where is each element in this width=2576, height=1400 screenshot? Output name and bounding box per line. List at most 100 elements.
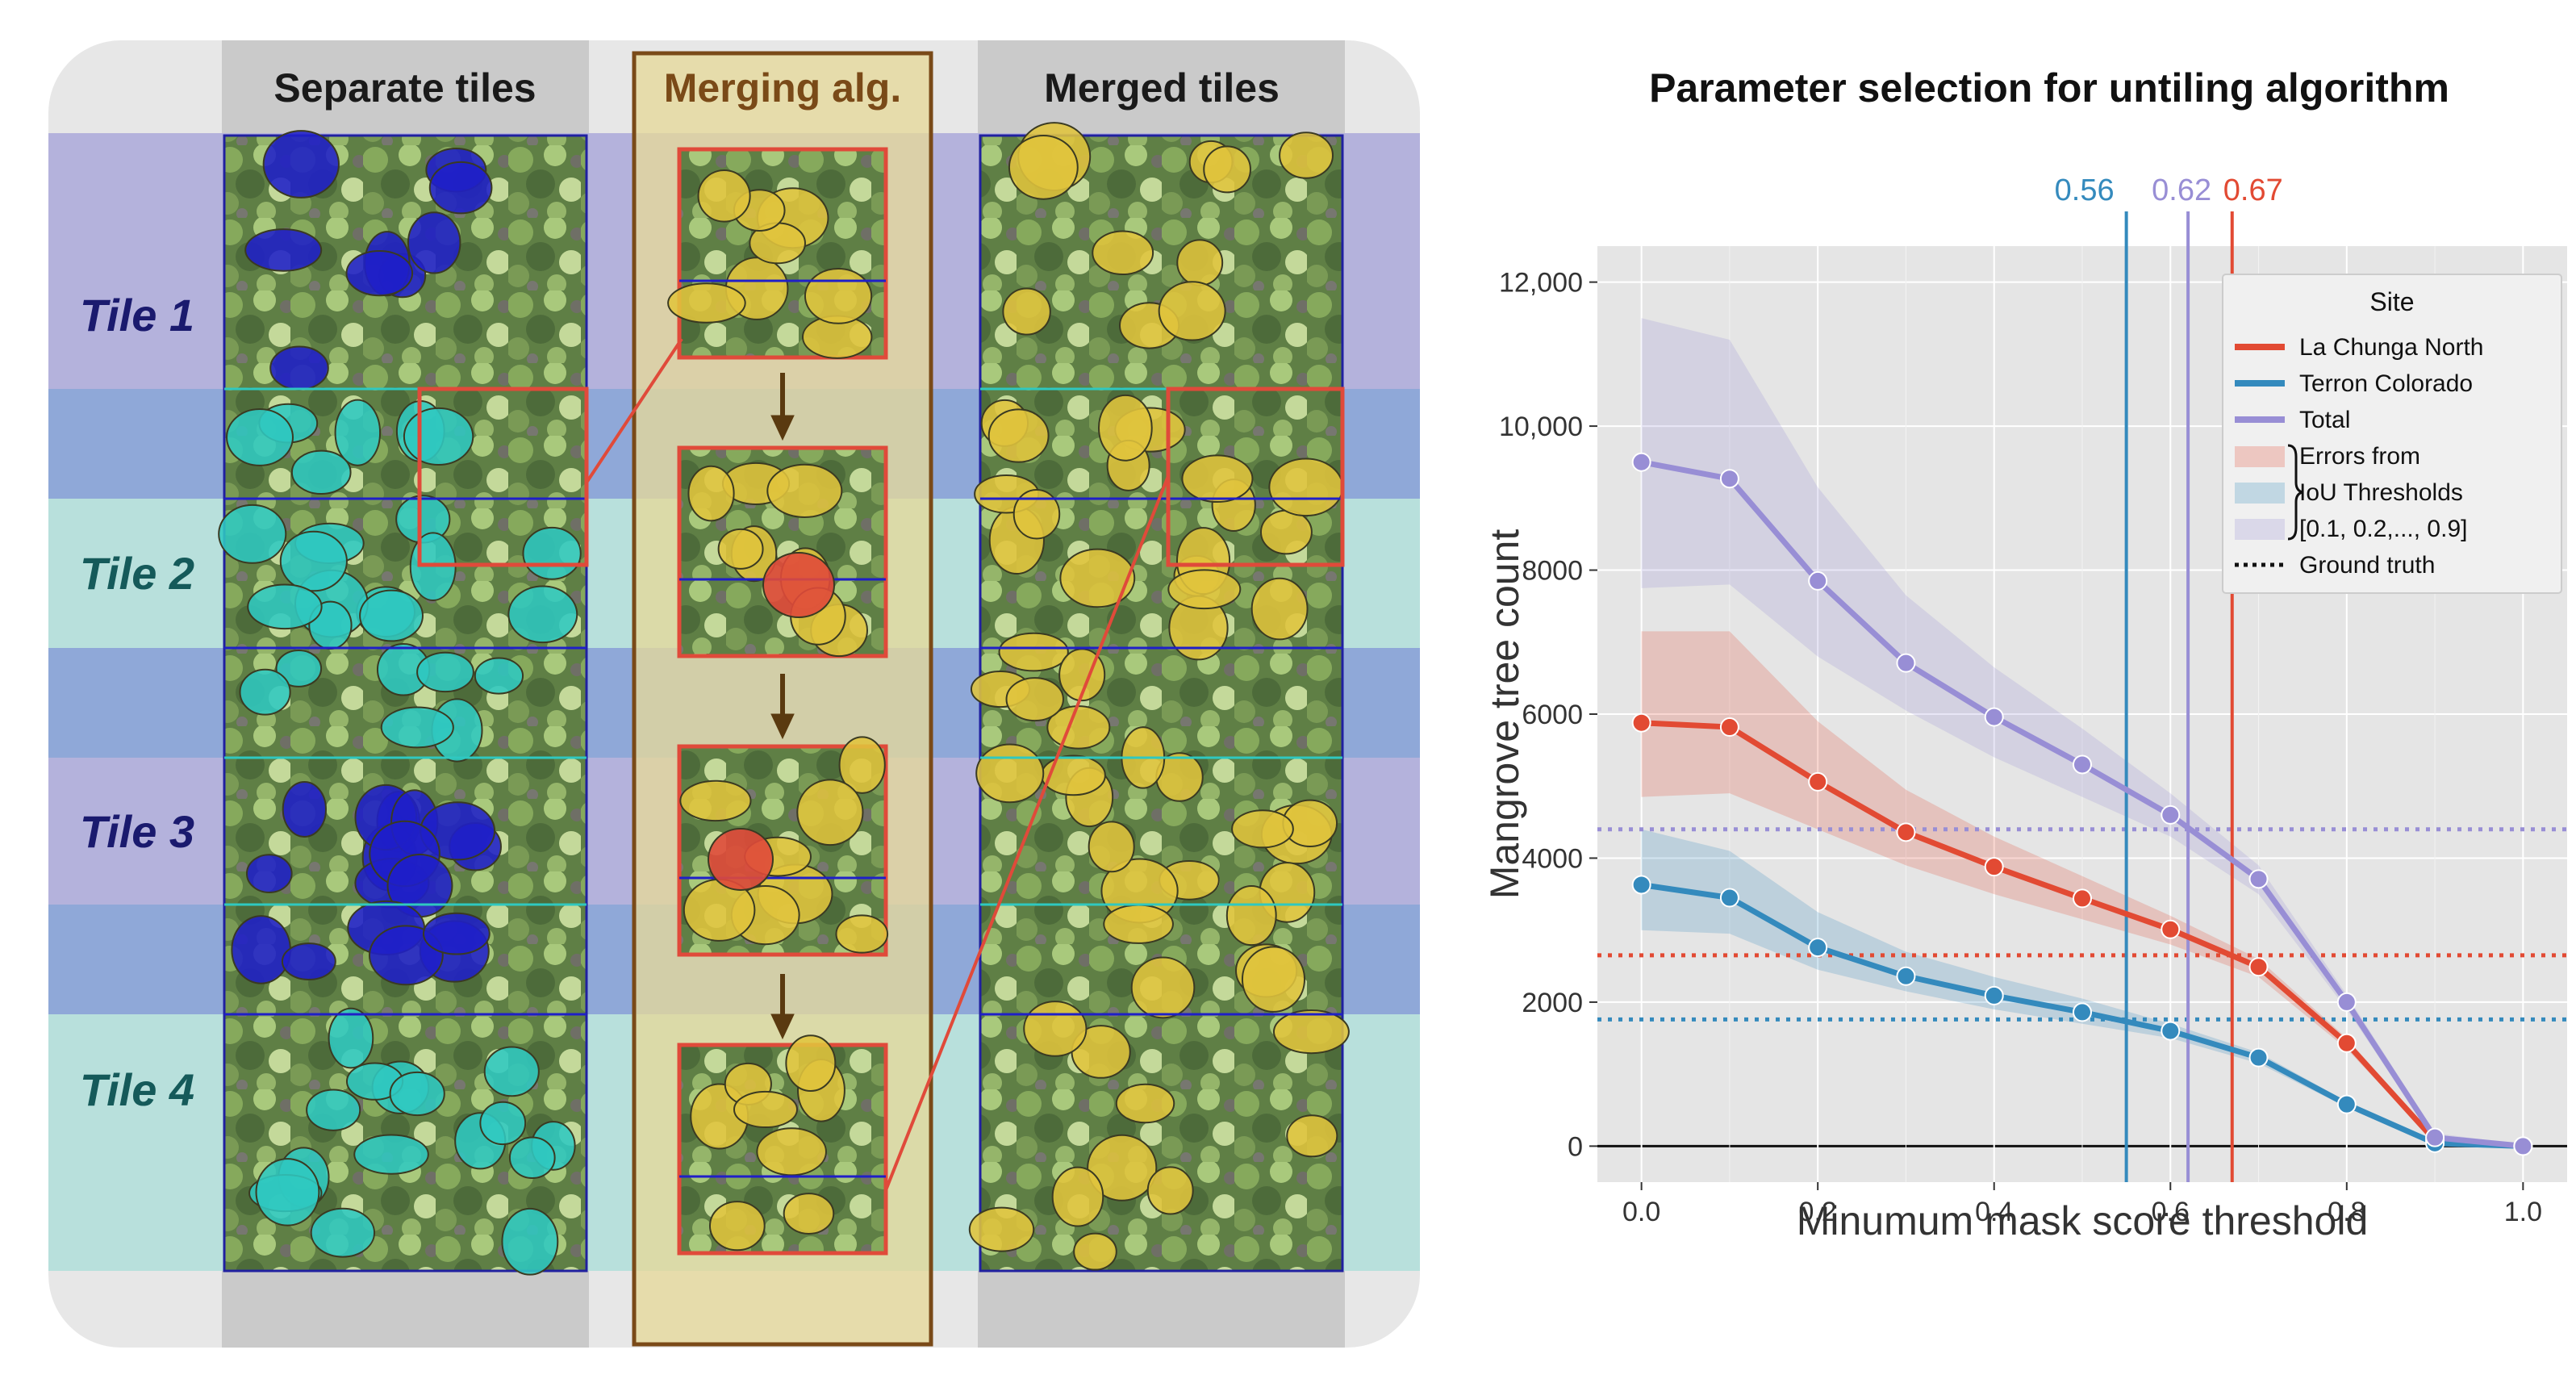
y-tick-label: 12,000 [1499,268,1583,299]
legend-band-swatch-red [2235,446,2285,467]
crown-yellow-mask [1098,394,1153,462]
crown-yellow-mask [679,779,752,822]
crown-yellow-mask [1279,132,1334,179]
merging-steps [667,147,889,1256]
data-point-terron-colorado [1808,938,1828,958]
column-title-separate: Separate tiles [273,65,536,111]
crown-yellow-mask [1176,239,1224,286]
crown-yellow-mask [1250,577,1309,641]
crown-cyan-mask [275,650,323,687]
y-tick-label: 4000 [1522,843,1583,874]
crown-yellow-mask [1002,287,1051,336]
crown-yellow-mask [796,779,864,846]
crown-cyan-mask [389,1071,445,1117]
connector-line-out [884,475,1170,1191]
crown-yellow-mask [804,267,873,324]
crown-yellow-mask [1005,677,1064,722]
data-point-terron-colorado [1719,888,1739,908]
tile-label-3: Tile 3 [80,806,194,857]
threshold-label: 0.67 [2223,173,2283,207]
crown-yellow-mask [1259,509,1313,555]
x-tick-label: 0.0 [1622,1197,1660,1227]
crown-cyan-mask [247,583,323,630]
tile-label-2: Tile 2 [80,548,194,599]
crown-yellow-mask [756,1127,827,1176]
crown-yellow-mask [687,465,735,522]
threshold-label: 0.56 [2055,173,2115,207]
data-point-la-chunga-north [2336,1033,2357,1053]
tile-label-4: Tile 4 [80,1064,194,1115]
crown-cyan-mask [353,1134,429,1175]
data-point-la-chunga-north [2248,957,2269,977]
legend-entry-total: Total [2299,407,2350,433]
crown-yellow-mask [1012,488,1061,540]
legend-band-label-1: Errors from [2299,443,2420,470]
arrow-down-icon-2 [770,674,795,740]
x-tick-label: 0.6 [2152,1197,2190,1227]
crown-cyan-mask [310,1207,376,1258]
crown-cyan-mask [403,407,474,466]
crown-cyan-mask [226,407,294,466]
merge-step-1 [667,147,888,360]
crown-cyan-mask [508,1136,556,1180]
legend-band-label-3: [0.1, 0.2,..., 0.9] [2299,516,2467,542]
crown-yellow-mask [1103,904,1174,944]
data-point-la-chunga-north [1631,713,1651,733]
crown-dark-mask [269,345,329,391]
crown-cyan-mask [507,585,578,644]
data-point-la-chunga-north [2073,888,2092,909]
series-points [1631,452,2533,1156]
merged-tiles-image [968,122,1350,1273]
crown-yellow-mask [1146,1166,1194,1215]
crown-cyan-mask [334,399,382,466]
crown-cyan-mask [479,1101,527,1146]
data-point-terron-colorado [1896,966,1916,986]
crown-highlight-mask [762,552,835,618]
crown-yellow-mask [1203,145,1251,194]
crown-yellow-mask [1231,809,1294,849]
crown-yellow-mask [733,1090,798,1129]
legend-entry-ground-truth: Ground truth [2299,552,2435,579]
line-chart: Parameter selection for untiling algorit… [1482,65,2567,1243]
crown-dark-mask [345,249,414,297]
legend-band-label-2: IoU Thresholds [2299,479,2463,506]
data-point-total [2336,992,2357,1012]
arrow-down-icon-3 [770,974,795,1040]
merge-step-4 [677,1034,888,1256]
data-point-terron-colorado [2248,1047,2269,1068]
tile-label-1: Tile 1 [80,290,194,341]
data-point-terron-colorado [1984,985,2004,1005]
legend-box [2222,274,2562,594]
crown-yellow-mask [1241,946,1306,1013]
crown-yellow-mask [697,169,751,223]
error-band-la-chunga-north [1641,631,2524,1147]
legend: Site La Chunga North Terron Colorado Tot… [2222,274,2562,594]
data-point-la-chunga-north [1984,857,2004,877]
crown-yellow-mask [975,743,1045,804]
data-point-terron-colorado [1631,875,1651,895]
crown-cyan-mask [501,1207,559,1276]
chart-panel: Parameter selection for untiling algorit… [1468,0,2576,1396]
x-tick-label: 1.0 [2504,1197,2542,1227]
crown-yellow-mask [1167,569,1242,610]
crown-yellow-mask [783,1193,835,1235]
crown-dark-mask [282,780,327,838]
crown-cyan-mask [279,530,348,592]
connector-line-in [585,337,683,484]
crown-highlight-mask [708,828,774,891]
crown-dark-mask [231,915,291,984]
tiling-illustration: Separate tiles Merging alg. Merged tiles… [48,40,1420,1348]
crown-yellow-mask [1092,230,1154,276]
crown-cyan-mask [416,651,474,693]
crown-yellow-mask [1268,458,1344,517]
crown-yellow-mask [708,1201,766,1252]
y-tick-label: 0 [1568,1131,1583,1162]
crown-cyan-mask [255,1158,320,1227]
crown-yellow-mask [998,632,1069,672]
data-point-terron-colorado [2073,1002,2092,1022]
crown-dark-mask [428,161,493,215]
separate-tiles-image [218,130,589,1276]
crown-cyan-mask [328,1007,374,1069]
crown-cyan-mask [239,668,291,716]
crown-yellow-mask [1158,281,1226,341]
